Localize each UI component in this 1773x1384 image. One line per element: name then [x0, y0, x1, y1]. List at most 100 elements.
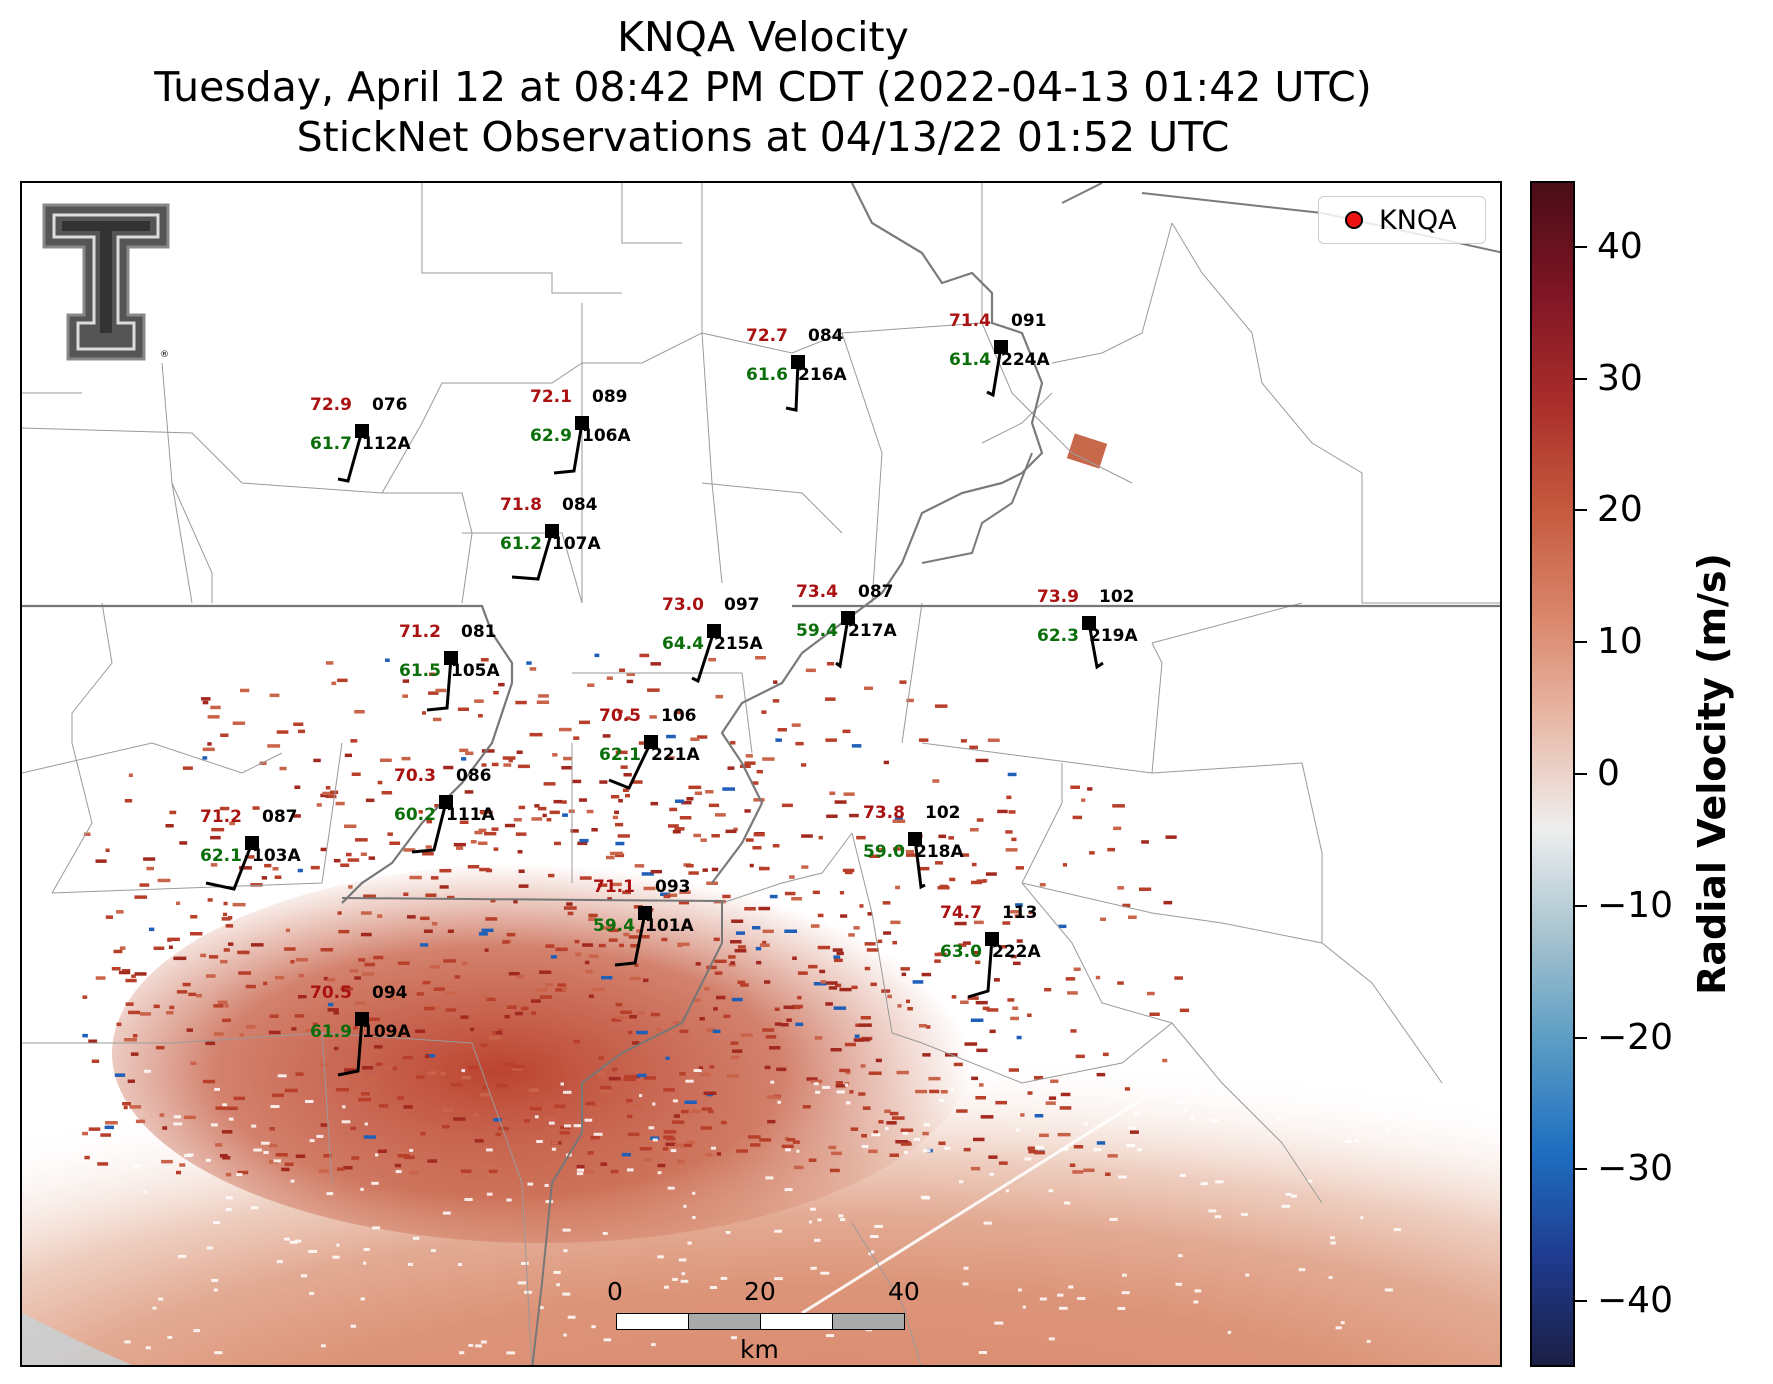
- velocity-speckle: [207, 898, 213, 902]
- station-wind-direction: 086: [456, 766, 492, 786]
- velocity-speckle: [929, 1089, 940, 1094]
- velocity-speckle: [1020, 1113, 1025, 1117]
- velocity-speckle: [877, 939, 883, 944]
- velocity-speckle: [707, 1109, 714, 1114]
- velocity-speckle: [1016, 1035, 1022, 1040]
- velocity-speckle: [825, 1002, 833, 1006]
- velocity-speckle: [714, 971, 723, 975]
- velocity-speckle: [679, 816, 692, 820]
- velocity-speckle: [792, 1140, 800, 1144]
- velocity-speckle: [686, 797, 694, 801]
- velocity-speckle: [467, 865, 480, 869]
- velocity-speckle: [592, 987, 605, 992]
- station-wind-direction: 102: [1099, 587, 1135, 607]
- velocity-speckle: [772, 699, 780, 703]
- velocity-gap: [1235, 1070, 1239, 1074]
- velocity-speckle: [722, 787, 735, 791]
- velocity-speckle: [906, 698, 914, 703]
- velocity-gap: [206, 1246, 213, 1250]
- station-wind-direction: 076: [372, 395, 408, 415]
- velocity-gap: [1039, 1297, 1047, 1301]
- velocity-gap: [261, 1141, 270, 1145]
- velocity-speckle: [948, 836, 954, 840]
- velocity-speckle: [1039, 883, 1046, 887]
- velocity-speckle: [715, 813, 726, 817]
- velocity-speckle: [529, 1107, 542, 1111]
- velocity-speckle: [598, 943, 606, 948]
- velocity-gap: [1175, 1101, 1185, 1104]
- velocity-speckle: [340, 987, 353, 991]
- station-id: 111A: [446, 805, 495, 825]
- radar-map[interactable]: [20, 181, 1502, 1367]
- velocity-gap: [944, 1146, 951, 1150]
- velocity-gap: [132, 1164, 140, 1168]
- station-marker-icon: [439, 795, 453, 809]
- velocity-speckle: [225, 924, 234, 928]
- velocity-gap: [861, 1145, 869, 1148]
- velocity-gap: [1245, 1273, 1250, 1277]
- velocity-gap: [871, 1133, 881, 1137]
- station-id: 215A: [714, 634, 763, 654]
- wind-barb: [337, 430, 364, 483]
- velocity-speckle: [493, 847, 499, 851]
- velocity-speckle: [111, 967, 121, 971]
- velocity-speckle: [515, 832, 527, 836]
- velocity-speckle: [975, 1096, 986, 1100]
- velocity-speckle: [202, 747, 215, 752]
- velocity-speckle: [358, 958, 366, 962]
- velocity-speckle: [430, 876, 439, 880]
- velocity-speckle: [368, 1017, 380, 1021]
- velocity-speckle: [720, 1120, 727, 1125]
- velocity-speckle: [1062, 863, 1067, 867]
- velocity-speckle: [116, 1022, 122, 1027]
- velocity-speckle: [685, 1140, 695, 1144]
- station-marker-icon: [985, 932, 999, 946]
- velocity-speckle: [228, 916, 233, 920]
- velocity-gap: [276, 1260, 283, 1264]
- velocity-speckle: [631, 780, 643, 784]
- scale-unit: km: [740, 1335, 779, 1364]
- velocity-speckle: [639, 653, 650, 658]
- velocity-speckle: [951, 995, 957, 999]
- velocity-speckle: [297, 868, 303, 873]
- velocity-speckle: [662, 1147, 669, 1151]
- velocity-speckle: [422, 852, 434, 856]
- velocity-gap: [922, 1196, 930, 1200]
- velocity-speckle: [82, 995, 88, 999]
- velocity-gap: [1068, 1285, 1074, 1289]
- scale-segment: [760, 1313, 833, 1330]
- velocity-speckle: [1065, 977, 1076, 981]
- velocity-gap: [1175, 1282, 1183, 1286]
- velocity-speckle: [1013, 961, 1021, 966]
- velocity-speckle: [615, 841, 625, 846]
- velocity-speckle: [351, 1156, 360, 1160]
- velocity-speckle: [878, 1120, 884, 1124]
- velocity-speckle: [182, 982, 191, 987]
- velocity-speckle: [353, 1026, 358, 1030]
- velocity-speckle: [845, 1070, 851, 1075]
- velocity-speckle: [223, 912, 228, 917]
- velocity-speckle: [295, 1154, 306, 1158]
- velocity-speckle: [925, 1025, 931, 1029]
- velocity-speckle: [119, 946, 126, 950]
- velocity-speckle: [767, 1119, 776, 1124]
- velocity-speckle: [439, 869, 448, 873]
- velocity-gap: [670, 1149, 677, 1153]
- velocity-gap: [825, 1334, 835, 1338]
- velocity-gap: [560, 1082, 564, 1086]
- station-wind-direction: 089: [592, 387, 628, 407]
- velocity-speckle: [372, 1034, 378, 1038]
- velocity-speckle: [461, 757, 467, 761]
- velocity-speckle: [518, 869, 525, 873]
- velocity-speckle: [703, 1091, 717, 1095]
- velocity-gap: [810, 1266, 817, 1270]
- velocity-speckle: [667, 893, 678, 897]
- velocity-speckle: [657, 1163, 666, 1168]
- velocity-speckle: [663, 1088, 675, 1092]
- station-temperature: 71.2: [399, 622, 441, 642]
- velocity-speckle: [470, 1027, 475, 1032]
- velocity-gap: [548, 1121, 555, 1125]
- velocity-speckle: [176, 901, 181, 905]
- velocity-speckle: [971, 862, 977, 867]
- velocity-speckle: [714, 959, 727, 964]
